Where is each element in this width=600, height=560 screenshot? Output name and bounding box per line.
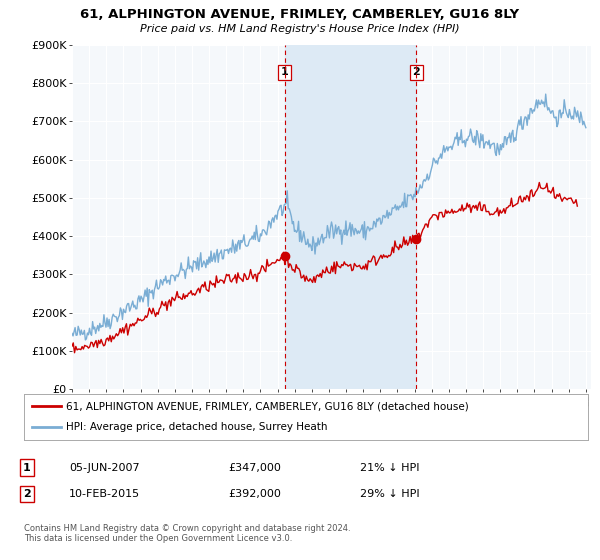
Text: 2: 2 xyxy=(23,489,31,499)
Text: HPI: Average price, detached house, Surrey Heath: HPI: Average price, detached house, Surr… xyxy=(66,422,328,432)
Bar xyxy=(285,45,416,389)
Text: 21% ↓ HPI: 21% ↓ HPI xyxy=(360,463,419,473)
Text: £347,000: £347,000 xyxy=(228,463,281,473)
Text: 2: 2 xyxy=(413,67,421,77)
Text: 61, ALPHINGTON AVENUE, FRIMLEY, CAMBERLEY, GU16 8LY: 61, ALPHINGTON AVENUE, FRIMLEY, CAMBERLE… xyxy=(80,8,520,21)
Text: 1: 1 xyxy=(281,67,289,77)
Text: 05-JUN-2007: 05-JUN-2007 xyxy=(69,463,140,473)
Text: 29% ↓ HPI: 29% ↓ HPI xyxy=(360,489,419,499)
Text: £392,000: £392,000 xyxy=(228,489,281,499)
Text: 61, ALPHINGTON AVENUE, FRIMLEY, CAMBERLEY, GU16 8LY (detached house): 61, ALPHINGTON AVENUE, FRIMLEY, CAMBERLE… xyxy=(66,401,469,411)
Text: Contains HM Land Registry data © Crown copyright and database right 2024.
This d: Contains HM Land Registry data © Crown c… xyxy=(24,524,350,543)
Text: 10-FEB-2015: 10-FEB-2015 xyxy=(69,489,140,499)
Text: Price paid vs. HM Land Registry's House Price Index (HPI): Price paid vs. HM Land Registry's House … xyxy=(140,24,460,34)
Text: 1: 1 xyxy=(23,463,31,473)
